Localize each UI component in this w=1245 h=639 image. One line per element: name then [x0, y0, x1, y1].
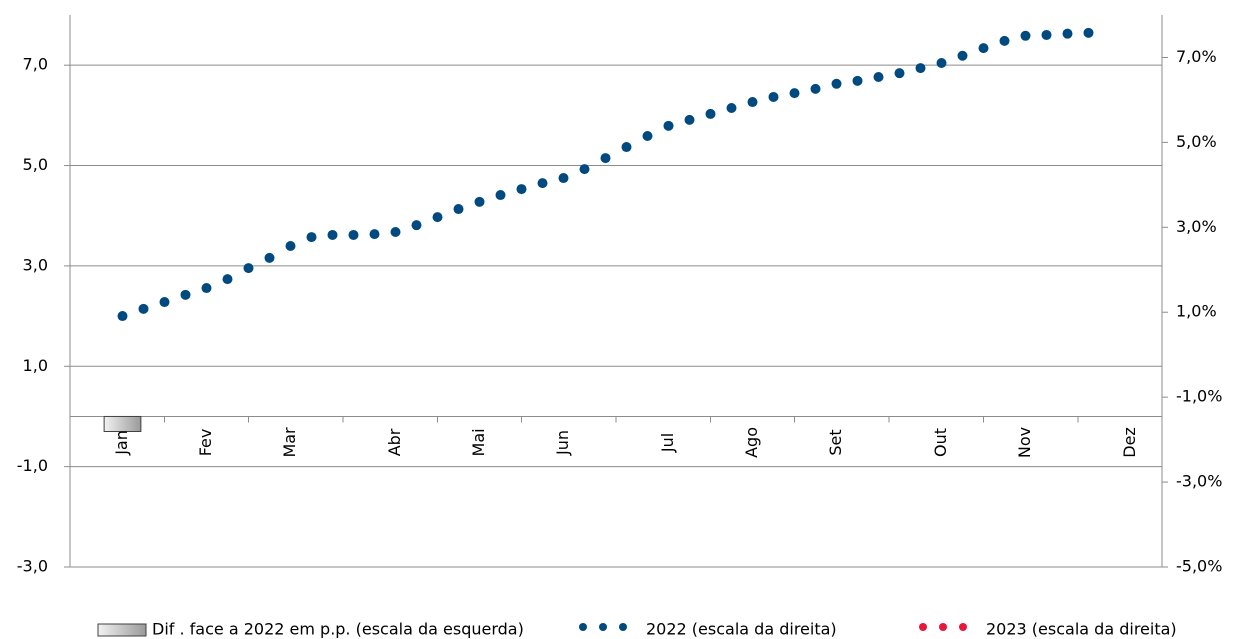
- dot: [579, 164, 590, 175]
- dot: [243, 263, 254, 274]
- dot: [600, 153, 611, 164]
- legend-label: 2023 (escala da direita): [986, 620, 1177, 639]
- dot: [1083, 27, 1094, 38]
- dot: [915, 63, 926, 74]
- y2-tick-label: 5,0%: [1176, 132, 1217, 151]
- x-tick-label: Set: [826, 429, 845, 455]
- dot: [1020, 30, 1031, 41]
- x-tick-label: Out: [931, 428, 950, 457]
- legend-swatch: [619, 623, 627, 631]
- dot: [264, 252, 275, 263]
- dot: [432, 212, 443, 223]
- dot: [663, 120, 674, 131]
- dot: [957, 50, 968, 61]
- dot: [1041, 29, 1052, 40]
- legend-swatch: [959, 623, 967, 631]
- y2-tick-label: -3,0%: [1176, 472, 1222, 491]
- y-tick-label: -1,0: [17, 456, 48, 475]
- y2-tick-label: -5,0%: [1176, 557, 1222, 576]
- dot: [453, 204, 464, 215]
- x-tick-label: Mar: [280, 427, 299, 458]
- legend-swatch: [939, 623, 947, 631]
- dot: [390, 226, 401, 237]
- dot: [369, 229, 380, 240]
- dot: [117, 311, 128, 322]
- dot: [852, 75, 863, 86]
- x-tick-label: Dez: [1120, 427, 1139, 458]
- dot: [201, 283, 212, 294]
- dot: [936, 57, 947, 68]
- dot: [684, 114, 695, 125]
- y2-tick-label: 7,0%: [1176, 47, 1217, 66]
- dot: [831, 78, 842, 89]
- dot: [180, 289, 191, 300]
- dot: [978, 43, 989, 54]
- dot: [999, 35, 1010, 46]
- dot: [285, 240, 296, 251]
- dot: [411, 220, 422, 231]
- legend-swatch: [919, 623, 927, 631]
- dot: [642, 131, 653, 142]
- x-tick-label: Jul: [658, 433, 677, 453]
- dot: [747, 97, 758, 108]
- legend-label: 2022 (escala da direita): [646, 620, 837, 639]
- x-tick-label: Jun: [553, 430, 572, 456]
- dot: [537, 178, 548, 189]
- dot: [474, 196, 485, 207]
- legend-swatch: [579, 623, 587, 631]
- dot: [159, 297, 170, 308]
- legend-label: Dif . face a 2022 em p.p. (escala da esq…: [152, 620, 524, 639]
- dot: [138, 303, 149, 314]
- dot: [1062, 28, 1073, 39]
- dot: [327, 229, 338, 240]
- x-tick-label: Ago: [742, 427, 761, 458]
- dot: [558, 173, 569, 184]
- dot: [222, 274, 233, 285]
- dot: [768, 91, 779, 102]
- dot: [789, 88, 800, 99]
- dot: [705, 108, 716, 119]
- x-tick-label: Abr: [385, 428, 404, 456]
- dot: [873, 71, 884, 82]
- y-tick-label: 5,0: [23, 155, 48, 174]
- dot: [516, 184, 527, 195]
- dot: [726, 102, 737, 113]
- dot: [306, 232, 317, 243]
- x-tick-label: Jan: [112, 430, 131, 456]
- x-tick-label: Fev: [196, 429, 215, 457]
- dot: [894, 68, 905, 79]
- y2-tick-label: -1,0%: [1176, 387, 1222, 406]
- x-tick-label: Mai: [469, 428, 488, 456]
- dot: [810, 83, 821, 94]
- y2-tick-label: 3,0%: [1176, 217, 1217, 236]
- y-tick-label: 3,0: [23, 255, 48, 274]
- bar: [103, 415, 142, 433]
- y-tick-label: 7,0: [23, 55, 48, 74]
- y-tick-label: -3,0: [17, 557, 48, 576]
- dot: [495, 190, 506, 201]
- dot: [621, 142, 632, 153]
- y2-tick-label: 1,0%: [1176, 302, 1217, 321]
- legend: Dif . face a 2022 em p.p. (escala da esq…: [97, 620, 1177, 639]
- legend-swatch: [97, 623, 147, 637]
- y-tick-label: 1,0: [23, 356, 48, 375]
- dot: [348, 229, 359, 240]
- legend-swatch: [599, 623, 607, 631]
- x-tick-label: Nov: [1015, 427, 1034, 458]
